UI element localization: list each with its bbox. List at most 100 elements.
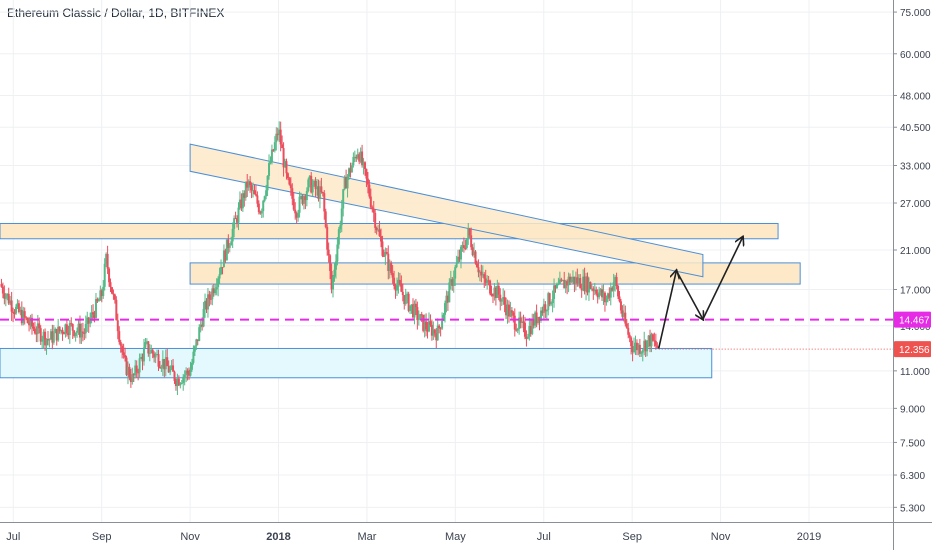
candle-body (653, 340, 656, 342)
candle-body (509, 310, 512, 317)
candle-body (631, 346, 634, 353)
candle-body (494, 287, 497, 298)
candle-body (390, 262, 393, 274)
candle-body (150, 349, 153, 353)
candle-body (532, 319, 535, 326)
candle-body (7, 293, 10, 304)
candle-body (12, 311, 15, 313)
candle-body (593, 289, 596, 292)
candle-body (649, 335, 652, 347)
candle-body (241, 193, 244, 209)
candle-body (442, 314, 445, 321)
x-tick-label: Nov (711, 531, 731, 543)
candle-body (422, 314, 425, 331)
candle-body (202, 308, 205, 327)
candle-body (115, 299, 118, 321)
candle-body (80, 331, 83, 338)
candle-body (131, 374, 134, 383)
candle-body (576, 277, 579, 284)
candle-body (231, 228, 234, 242)
candle-body (538, 316, 541, 321)
candle-body (366, 178, 369, 185)
candle-body (449, 279, 452, 283)
candle-body (256, 195, 259, 204)
candle-body (266, 175, 269, 191)
candle-body (190, 362, 193, 370)
y-tick-label: 7.500 (900, 438, 925, 449)
candle-body (622, 312, 625, 317)
candle-body (506, 304, 509, 316)
candle-body (615, 277, 618, 286)
candle-body (110, 287, 113, 294)
candle-body (249, 181, 252, 186)
candle-body (585, 276, 588, 292)
candle-body (257, 203, 260, 213)
candle-body (403, 295, 406, 305)
candle-body (307, 179, 310, 192)
candle-body (30, 317, 33, 327)
candle-body (513, 315, 516, 330)
candle-body (99, 290, 102, 301)
candle-body (304, 196, 307, 201)
candle-body (32, 326, 35, 329)
candle-body (320, 186, 323, 192)
candle-body (186, 370, 189, 374)
candle-body (601, 289, 604, 298)
candle-body (475, 263, 478, 268)
candle-body (182, 376, 185, 383)
candle-body (550, 303, 553, 305)
candle-body (281, 144, 284, 149)
candle-body (371, 207, 374, 210)
candle-body (288, 178, 291, 185)
candle-body (215, 287, 218, 290)
candle-body (505, 304, 508, 316)
candle-body (327, 249, 330, 256)
candle-body (361, 151, 364, 166)
candle-body (144, 342, 147, 348)
candle-body (240, 199, 243, 209)
candle-body (301, 195, 304, 204)
candle-body (451, 279, 454, 286)
candle-body (236, 218, 239, 223)
price-axis-background (893, 0, 932, 550)
candle-body (406, 293, 409, 295)
candle-body (38, 323, 41, 329)
candle-body (305, 191, 308, 201)
candle-body (137, 372, 140, 374)
candle-body (19, 309, 22, 313)
candle-body (448, 282, 451, 303)
resistance-zone (0, 222, 779, 240)
candle-body (217, 278, 220, 288)
candle-body (489, 280, 492, 294)
candle-body (153, 353, 156, 358)
y-tick-label: 27.000 (900, 199, 931, 210)
candle-body (78, 323, 81, 338)
candle-body (195, 339, 198, 347)
candle-body (522, 321, 525, 323)
candle-body (25, 317, 28, 319)
candle-body (384, 252, 387, 256)
candle-body (618, 296, 621, 302)
candle-body (497, 285, 500, 295)
candle-body (17, 303, 20, 313)
candle-body (49, 331, 52, 340)
candle-body (554, 285, 557, 289)
candle-body (220, 267, 223, 275)
candle-body (640, 352, 643, 354)
candle-body (525, 336, 528, 339)
candle-body (157, 354, 160, 367)
candle-body (0, 284, 3, 287)
candle-body (300, 195, 303, 197)
candle-body (148, 352, 151, 354)
candle-body (237, 207, 240, 223)
candle-body (646, 340, 649, 352)
candle-body (62, 333, 65, 335)
candle-body (46, 338, 49, 340)
candle-body (443, 303, 446, 315)
candle-body (126, 366, 129, 375)
candle-body (510, 310, 513, 313)
candle-body (192, 351, 195, 363)
candle-body (465, 238, 468, 249)
candle-body (334, 261, 337, 270)
